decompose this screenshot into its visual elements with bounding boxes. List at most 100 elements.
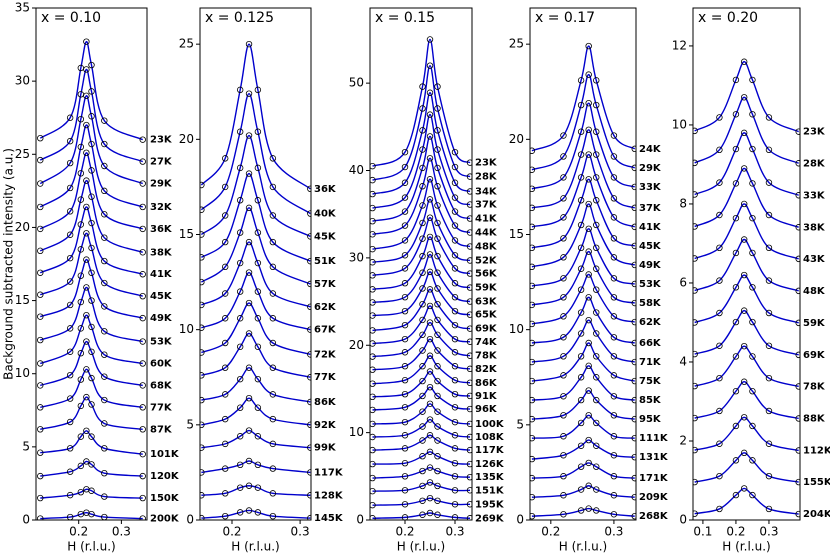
data-point xyxy=(434,105,441,112)
data-point xyxy=(466,325,472,332)
y-axis-label: Background subtracted intensity (a.u.) xyxy=(2,148,16,380)
data-point xyxy=(37,156,44,164)
data-point xyxy=(466,379,472,387)
data-point xyxy=(795,447,800,454)
data-point xyxy=(419,453,426,460)
data-point xyxy=(577,507,585,514)
fit-line xyxy=(39,152,143,230)
fit-line xyxy=(531,439,635,460)
data-point xyxy=(254,484,262,491)
data-point xyxy=(66,208,74,215)
data-point xyxy=(370,366,376,373)
data-point xyxy=(434,377,441,385)
series-label: 45K xyxy=(314,231,337,242)
data-point xyxy=(236,484,244,491)
series-label: 72K xyxy=(314,349,337,360)
data-point xyxy=(83,366,90,373)
data-point xyxy=(37,426,44,433)
data-point xyxy=(610,275,618,282)
y-tick-label: 6 xyxy=(679,275,687,289)
data-point xyxy=(434,347,441,354)
series-label: 41K xyxy=(639,222,662,233)
data-point xyxy=(419,127,426,134)
data-point xyxy=(434,467,441,475)
fit-line xyxy=(694,274,799,324)
data-point xyxy=(451,390,459,398)
data-point xyxy=(631,474,636,482)
data-point xyxy=(401,148,409,156)
data-point xyxy=(401,363,409,370)
x-tick-label: 0.2 xyxy=(222,525,241,539)
data-point xyxy=(693,478,698,486)
fit-line xyxy=(372,370,471,398)
data-point xyxy=(740,449,748,457)
data-point xyxy=(77,376,85,383)
y-tick-label: 0 xyxy=(516,513,524,527)
data-point xyxy=(732,284,740,291)
data-point xyxy=(37,472,44,480)
data-point xyxy=(245,90,253,97)
data-point xyxy=(530,474,536,482)
series-label: 62K xyxy=(639,317,662,328)
data-point xyxy=(740,342,748,350)
data-point xyxy=(610,393,618,400)
data-point xyxy=(139,225,146,233)
series-label: 34K xyxy=(475,186,498,197)
data-point xyxy=(254,288,262,295)
data-point xyxy=(585,505,592,512)
data-point xyxy=(37,291,44,298)
fit-line xyxy=(39,95,144,185)
data-point xyxy=(419,83,426,90)
data-point xyxy=(560,452,567,459)
data-point xyxy=(101,303,108,310)
data-point xyxy=(740,236,748,243)
data-point xyxy=(426,302,434,310)
data-point xyxy=(245,170,253,177)
data-point xyxy=(795,383,800,390)
data-point xyxy=(370,327,376,334)
data-point xyxy=(83,393,90,401)
data-point xyxy=(426,352,434,359)
data-point xyxy=(693,159,698,167)
data-point xyxy=(88,348,95,355)
series-label: 269K xyxy=(475,513,505,524)
data-point xyxy=(530,493,536,501)
series-label: 120K xyxy=(150,471,180,482)
data-point xyxy=(419,252,426,260)
data-point xyxy=(560,153,567,160)
fit-line xyxy=(201,271,311,331)
series-label: 200K xyxy=(150,514,180,525)
fit-line xyxy=(694,416,799,452)
data-point xyxy=(307,492,311,499)
data-point xyxy=(693,255,698,262)
x-axis-label: H (r.l.u.) xyxy=(67,540,115,554)
fit-line xyxy=(694,381,799,420)
data-point xyxy=(732,353,740,360)
data-point xyxy=(200,421,205,429)
y-tick-label: 50 xyxy=(349,76,364,90)
data-point xyxy=(269,512,277,520)
data-point xyxy=(795,160,800,167)
series-label: 59K xyxy=(803,318,826,329)
fit-line xyxy=(372,113,471,209)
data-point xyxy=(307,233,311,240)
fit-line xyxy=(372,253,471,304)
data-point xyxy=(245,427,253,434)
data-point xyxy=(269,212,277,219)
data-point xyxy=(307,469,311,476)
data-point xyxy=(139,158,146,165)
data-point xyxy=(401,349,409,356)
data-point xyxy=(88,401,95,408)
data-point xyxy=(66,159,74,167)
data-point xyxy=(749,214,756,222)
data-point xyxy=(610,132,618,139)
data-point xyxy=(370,406,376,414)
data-point xyxy=(269,364,277,371)
fit-line xyxy=(694,309,799,356)
data-point xyxy=(585,362,592,370)
series-label: 151K xyxy=(475,485,505,496)
data-point xyxy=(610,372,618,379)
data-point xyxy=(401,194,409,201)
data-point xyxy=(451,280,459,287)
